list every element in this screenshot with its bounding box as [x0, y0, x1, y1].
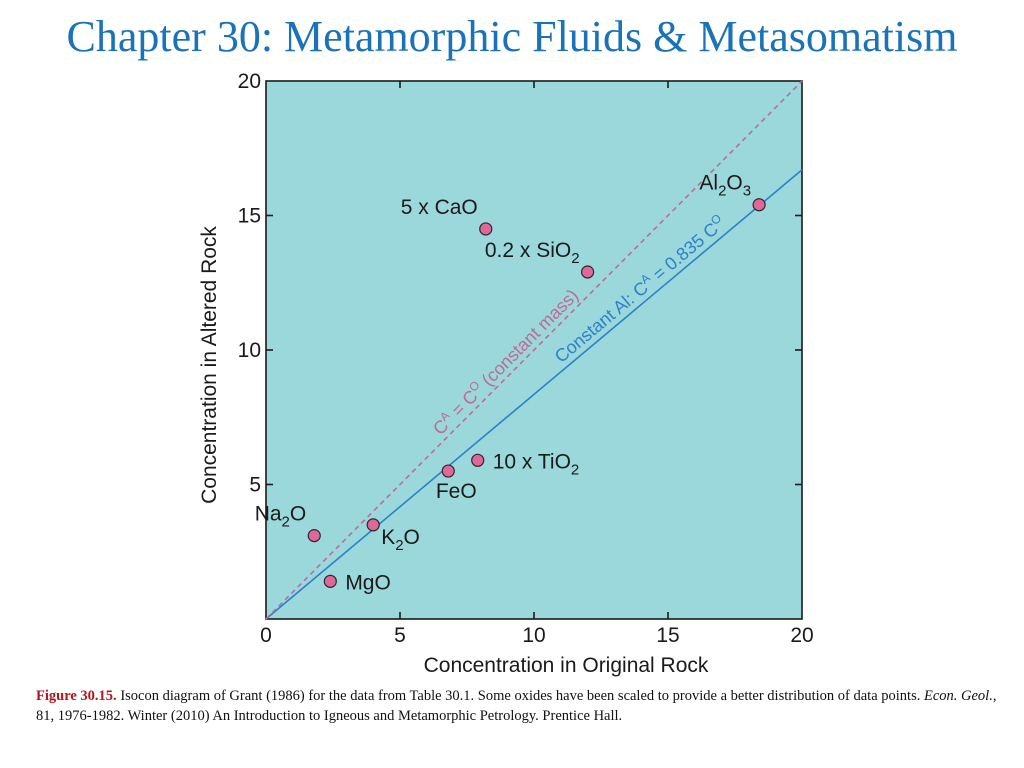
y-axis-title: Concentration in Altered Rock — [198, 226, 221, 504]
axis-ticks: 0 5 10 15 20 5 10 15 20 — [238, 70, 814, 647]
point-label: K2O — [381, 526, 420, 554]
point-label: 10 x TiO2 — [493, 450, 580, 478]
x-tick-label: 15 — [656, 624, 679, 647]
point-label: MgO — [345, 571, 391, 594]
data-point — [479, 222, 493, 236]
point-label: Al2O3 — [699, 172, 751, 200]
x-axis-title: Concentration in Original Rock — [424, 654, 709, 677]
data-point — [307, 529, 321, 543]
x-tick-label: 5 — [394, 624, 406, 647]
y-tick-label: 20 — [238, 70, 261, 93]
x-tick-label: 10 — [522, 624, 545, 647]
data-point — [366, 518, 380, 532]
caption-text-1: Isocon diagram of Grant (1986) for the d… — [116, 688, 924, 704]
figure-label: Figure 30.15. — [36, 688, 117, 704]
data-point — [580, 265, 595, 279]
point-label: Na2O — [255, 503, 307, 531]
point-label: 0.2 x SiO2 — [485, 239, 580, 267]
caption-journal: Econ. Geol. — [923, 688, 993, 704]
point-labels: Na2O K2O MgO FeO 10 x TiO2 0.2 x SiO2 5 x CaO A… — [255, 172, 751, 595]
constant-mass-line — [265, 80, 803, 620]
slide-title: Chapter 30: Metamorphic Fluids & Metasom… — [66, 12, 958, 61]
y-tick-label: 5 — [249, 474, 261, 497]
x-tick-label: 0 — [260, 624, 272, 647]
isocon-line — [265, 169, 803, 620]
data-point — [323, 574, 337, 588]
data-points — [307, 198, 766, 588]
caption-text-2: , 81, 1976-1982. Winter (2010) An Introd… — [36, 688, 997, 724]
data-point — [752, 198, 766, 212]
point-label: FeO — [436, 480, 477, 503]
figure-caption: Figure 30.15. Isocon diagram of Grant (1… — [36, 686, 1002, 726]
point-label: 5 x CaO — [401, 196, 478, 219]
data-point — [471, 453, 485, 467]
x-tick-label: 20 — [790, 624, 813, 647]
y-tick-label: 15 — [238, 205, 261, 228]
y-tick-label: 10 — [238, 339, 261, 362]
data-point — [441, 464, 455, 478]
